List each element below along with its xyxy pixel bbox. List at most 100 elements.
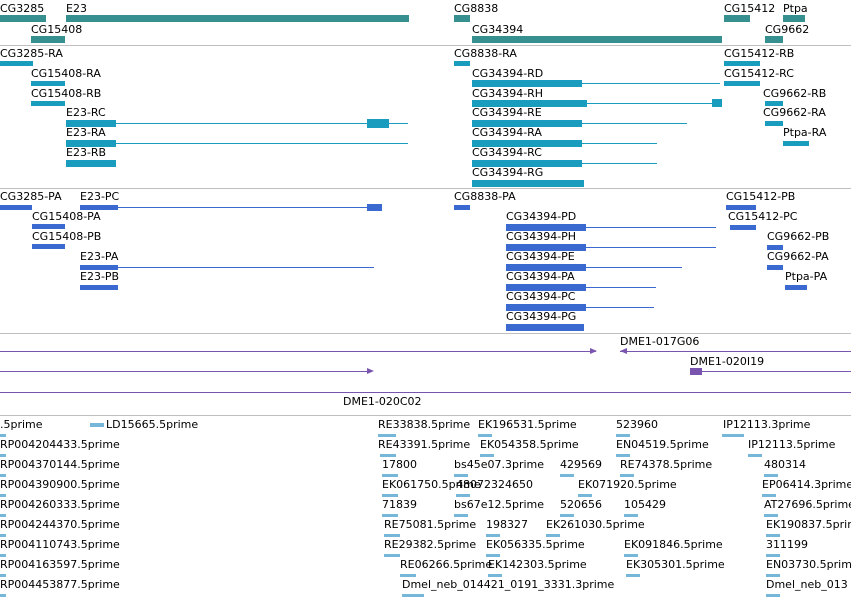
exon-block[interactable] bbox=[472, 80, 582, 87]
est-label[interactable]: EK261030.5prime bbox=[546, 518, 645, 531]
transcript-label[interactable]: CG15408-RA bbox=[31, 67, 101, 80]
cds-block[interactable] bbox=[80, 285, 118, 290]
transcript-label[interactable]: CG34394-RH bbox=[472, 87, 544, 100]
est-marker[interactable] bbox=[0, 534, 6, 537]
bac-clone-line[interactable] bbox=[690, 371, 851, 372]
transcript-label[interactable]: E23-RB bbox=[66, 146, 107, 159]
gene-bar[interactable] bbox=[0, 15, 46, 22]
est-label[interactable]: 48072324650 bbox=[456, 478, 533, 491]
exon-block[interactable] bbox=[31, 81, 65, 86]
transcript-label[interactable]: CG34394-RA bbox=[472, 126, 542, 139]
transcript-label[interactable]: CG34394-RG bbox=[472, 166, 544, 179]
est-label[interactable]: RE43391.5prime bbox=[378, 438, 471, 451]
exon-block[interactable] bbox=[367, 119, 389, 128]
cds-block[interactable] bbox=[785, 285, 807, 290]
est-label[interactable]: 105429 bbox=[624, 498, 666, 511]
est-marker[interactable] bbox=[560, 514, 574, 517]
est-label[interactable]: Dmel_neb_014421_0191_3331.3prime bbox=[402, 578, 615, 591]
est-marker[interactable] bbox=[766, 594, 780, 597]
cds-block[interactable] bbox=[767, 245, 783, 250]
est-marker[interactable] bbox=[480, 454, 494, 457]
transcript-label[interactable]: CG9662-RA bbox=[763, 106, 826, 119]
exon-block[interactable] bbox=[66, 160, 116, 167]
cds-block[interactable] bbox=[730, 225, 756, 230]
est-label[interactable]: 17800 bbox=[382, 458, 417, 471]
est-label[interactable]: .5prime bbox=[0, 418, 43, 431]
est-label[interactable]: Dmel_neb_013 bbox=[766, 578, 848, 591]
est-label[interactable]: EK054358.5prime bbox=[480, 438, 579, 451]
transcript-label[interactable]: E23-PC bbox=[80, 190, 120, 203]
est-marker[interactable] bbox=[560, 474, 574, 477]
cds-block[interactable] bbox=[0, 205, 32, 210]
transcript-label[interactable]: CG8838-RA bbox=[454, 47, 517, 60]
est-marker[interactable] bbox=[486, 554, 500, 557]
transcript-label[interactable]: E23-RA bbox=[66, 126, 106, 139]
est-marker[interactable] bbox=[382, 494, 398, 497]
gene-label[interactable]: CG34394 bbox=[472, 23, 524, 36]
gene-bar[interactable] bbox=[472, 36, 722, 43]
transcript-label[interactable]: CG3285-RA bbox=[0, 47, 63, 60]
est-marker[interactable] bbox=[0, 454, 6, 457]
transcript-label[interactable]: CG34394-PC bbox=[506, 290, 576, 303]
exon-block[interactable] bbox=[724, 81, 760, 86]
exon-block[interactable] bbox=[765, 101, 783, 106]
transcript-label[interactable]: CG9662-RB bbox=[763, 87, 827, 100]
exon-block[interactable] bbox=[0, 61, 33, 66]
est-marker[interactable] bbox=[0, 474, 6, 477]
cds-block[interactable] bbox=[80, 265, 118, 270]
est-marker[interactable] bbox=[578, 494, 592, 497]
gene-bar[interactable] bbox=[31, 36, 65, 43]
cds-block[interactable] bbox=[506, 224, 586, 231]
bac-clone-line[interactable] bbox=[620, 351, 851, 352]
est-marker[interactable] bbox=[488, 574, 502, 577]
gene-label[interactable]: Ptpa bbox=[783, 2, 808, 15]
est-label[interactable]: 198327 bbox=[486, 518, 528, 531]
transcript-label[interactable]: E23-PA bbox=[80, 250, 119, 263]
gene-label[interactable]: CG15408 bbox=[31, 23, 83, 36]
transcript-label[interactable]: CG34394-RE bbox=[472, 106, 542, 119]
transcript-label[interactable]: CG8838-PA bbox=[454, 190, 516, 203]
est-label[interactable]: RE75081.5prime bbox=[384, 518, 477, 531]
est-marker[interactable] bbox=[0, 554, 6, 557]
bac-clone-label[interactable]: DME1-020I19 bbox=[690, 355, 765, 368]
est-label[interactable]: EK142303.5prime bbox=[488, 558, 587, 571]
transcript-label[interactable]: CG34394-PH bbox=[506, 230, 577, 243]
est-label[interactable]: EK091846.5prime bbox=[624, 538, 723, 551]
est-marker[interactable] bbox=[0, 594, 6, 597]
est-label[interactable]: RP004260333.5prime bbox=[0, 498, 120, 511]
exon-block[interactable] bbox=[66, 120, 116, 127]
cds-block[interactable] bbox=[80, 205, 118, 210]
est-marker[interactable] bbox=[0, 434, 6, 437]
transcript-label[interactable]: CG15412-PC bbox=[728, 210, 798, 223]
est-label[interactable]: 71839 bbox=[382, 498, 417, 511]
est-marker[interactable] bbox=[382, 474, 398, 477]
est-marker[interactable] bbox=[0, 494, 6, 497]
est-marker[interactable] bbox=[384, 534, 400, 537]
est-marker[interactable] bbox=[616, 454, 630, 457]
est-marker[interactable] bbox=[616, 434, 630, 437]
est-label[interactable]: IP12113.3prime bbox=[723, 418, 811, 431]
cds-block[interactable] bbox=[367, 204, 382, 211]
cds-block[interactable] bbox=[32, 244, 65, 249]
est-label[interactable]: EK196531.5prime bbox=[478, 418, 577, 431]
est-label[interactable]: 429569 bbox=[560, 458, 602, 471]
cds-block[interactable] bbox=[506, 264, 586, 271]
est-label[interactable]: bs45e07.3prime bbox=[454, 458, 545, 471]
bac-clone-line[interactable] bbox=[0, 371, 372, 372]
est-label[interactable]: AT27696.5prime bbox=[764, 498, 851, 511]
est-marker[interactable] bbox=[748, 454, 762, 457]
bac-clone-label[interactable]: DME1-017G06 bbox=[620, 335, 700, 348]
est-marker[interactable] bbox=[762, 494, 776, 497]
exon-block[interactable] bbox=[712, 99, 722, 107]
transcript-label[interactable]: CG34394-PA bbox=[506, 270, 575, 283]
transcript-label[interactable]: E23-PB bbox=[80, 270, 120, 283]
est-label[interactable]: 523960 bbox=[616, 418, 658, 431]
gene-bar[interactable] bbox=[454, 15, 470, 22]
est-label[interactable]: 480314 bbox=[764, 458, 806, 471]
bac-clone-line[interactable] bbox=[0, 392, 851, 393]
est-label[interactable]: RP004244370.5prime bbox=[0, 518, 120, 531]
est-label[interactable]: EN03730.5prime bbox=[766, 558, 851, 571]
est-label[interactable]: RP004110743.5prime bbox=[0, 538, 120, 551]
est-marker[interactable] bbox=[486, 534, 500, 537]
transcript-label[interactable]: CG34394-RC bbox=[472, 146, 542, 159]
